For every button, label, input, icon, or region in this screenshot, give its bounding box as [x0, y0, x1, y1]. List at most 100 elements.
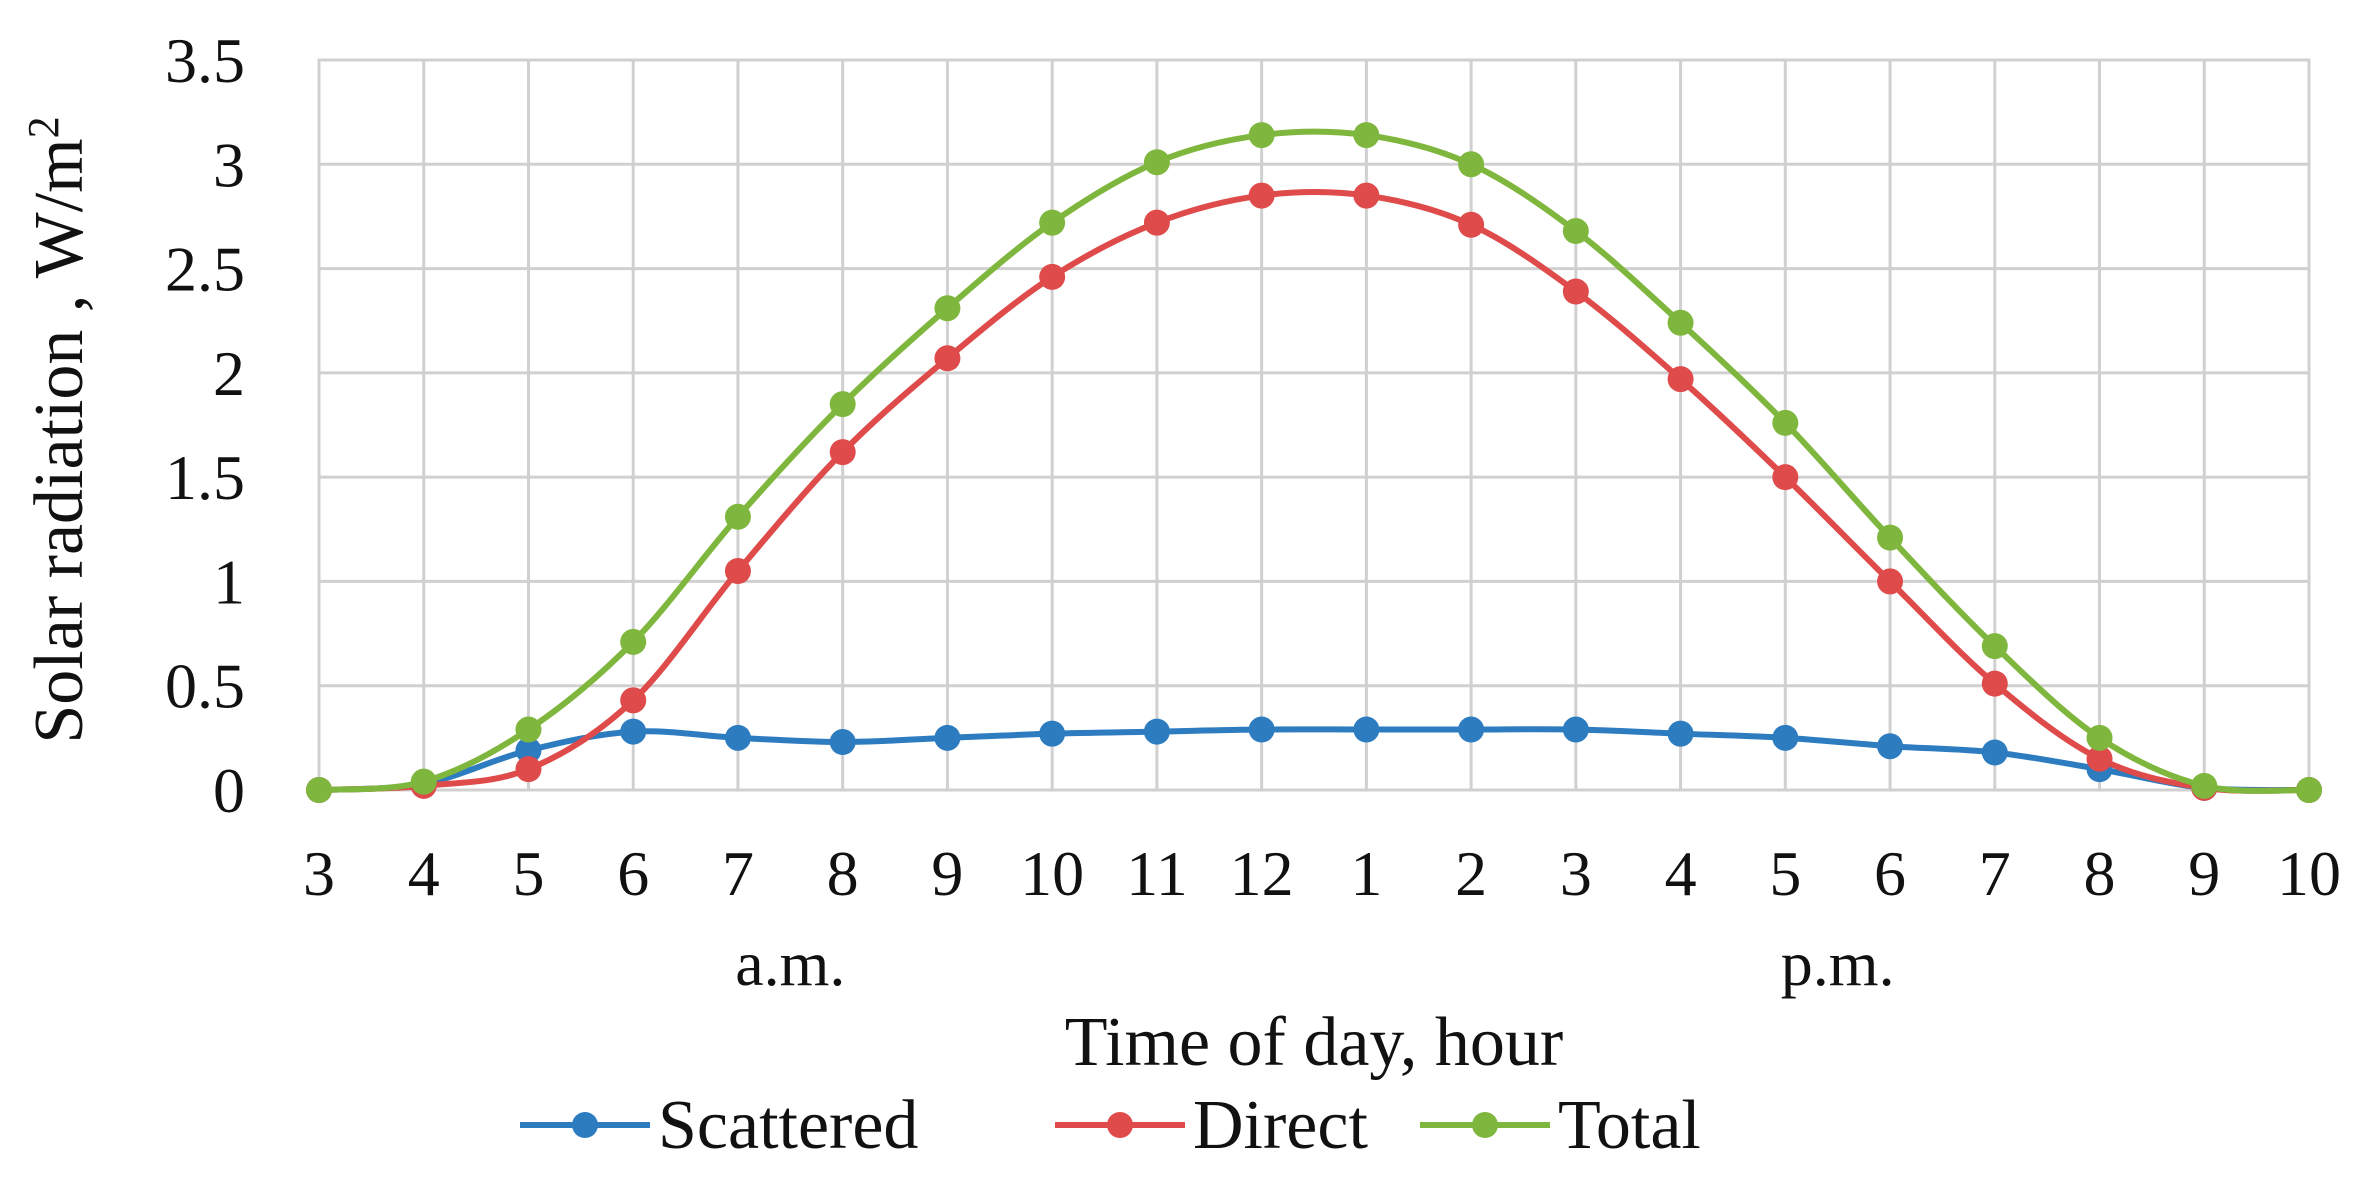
data-point-scattered: [1772, 724, 1799, 751]
period-label: a.m.: [735, 928, 845, 999]
x-tick-label: 10: [1020, 838, 1084, 909]
data-point-scattered: [1458, 716, 1485, 743]
data-point-total: [2191, 772, 2218, 799]
y-axis-title-text: Solar radiation , W/m: [21, 138, 98, 743]
y-tick-label: 2: [213, 338, 245, 409]
data-point-scattered: [1667, 720, 1694, 747]
data-point-direct: [1772, 464, 1799, 491]
x-tick-label: 8: [827, 838, 859, 909]
data-point-direct: [1667, 366, 1694, 393]
data-point-total: [1143, 149, 1170, 176]
series-layer: [306, 122, 2322, 803]
axis-layer: 00.511.522.533.53 4 5 6 7 8 9 10 11 12 1 2 3 4 5 6 7 8 9 10…: [19, 25, 2342, 1081]
data-point-total: [1772, 409, 1799, 436]
data-point-scattered: [515, 737, 542, 764]
legend-marker-direct: [1107, 1112, 1133, 1138]
data-point-scattered: [724, 724, 751, 751]
x-axis-title: Time of day, hour: [1065, 1004, 1563, 1081]
x-tick-label: 9: [2188, 838, 2220, 909]
legend-item-direct: Direct: [1055, 1087, 1368, 1164]
data-point-scattered: [1248, 716, 1275, 743]
legend-label-direct: Direct: [1193, 1087, 1368, 1164]
plot-border: [317, 58, 2311, 792]
x-tick-label: 7: [1979, 838, 2011, 909]
data-point-direct: [1458, 211, 1485, 238]
data-point-direct: [934, 345, 961, 372]
data-point-total: [515, 716, 542, 743]
x-tick-label: 5: [1769, 838, 1801, 909]
series-line-scattered: [318, 726, 2310, 794]
data-point-scattered: [1562, 716, 1589, 743]
data-point-total: [1562, 218, 1589, 245]
x-tick-label: 7: [722, 838, 754, 909]
x-tick-label: 6: [617, 838, 649, 909]
x-tick-label: 10: [2277, 838, 2341, 909]
series-direct: [306, 182, 2322, 803]
legend-label-scattered: Scattered: [658, 1087, 918, 1164]
data-point-direct: [1039, 263, 1066, 290]
data-point-scattered: [934, 724, 961, 751]
data-point-direct: [724, 558, 751, 584]
data-point-total: [1248, 122, 1275, 149]
legend-item-total: Total: [1420, 1087, 1701, 1164]
data-point-total: [1039, 209, 1066, 236]
data-point-direct: [620, 687, 647, 714]
series-line-total: [318, 128, 2310, 794]
x-tick-label: 11: [1126, 838, 1188, 909]
y-axis-title: Solar radiation , W/m2: [19, 116, 99, 743]
data-point-total: [1667, 309, 1694, 336]
x-tick-label: 6: [1874, 838, 1906, 909]
grid-layer: [317, 58, 2311, 792]
y-tick-label: 0.5: [165, 651, 245, 722]
data-point-scattered: [1353, 716, 1380, 743]
data-point-total: [2086, 724, 2113, 751]
data-point-scattered: [620, 718, 647, 745]
x-tick-label: 1: [1350, 838, 1382, 909]
data-point-direct: [1562, 278, 1589, 305]
data-point-total: [306, 777, 332, 803]
data-point-scattered: [1039, 720, 1066, 747]
y-tick-label: 2.5: [165, 234, 245, 305]
data-point-direct: [829, 439, 856, 466]
x-tick-label: 4: [1665, 838, 1697, 909]
x-tick-label: 4: [408, 838, 440, 909]
data-point-direct: [1877, 568, 1904, 595]
series-line-direct: [318, 189, 2310, 794]
data-point-direct: [1248, 182, 1275, 209]
data-point-direct: [1353, 182, 1380, 209]
data-point-direct: [1981, 670, 2008, 697]
x-tick-label: 3: [303, 838, 335, 909]
legend-marker-scattered: [572, 1112, 598, 1138]
data-point-total: [1877, 524, 1904, 551]
data-point-total: [2296, 777, 2322, 803]
data-point-direct: [515, 756, 542, 783]
period-label: p.m.: [1781, 928, 1895, 999]
data-point-total: [620, 628, 647, 655]
x-tick-label: 9: [931, 838, 963, 909]
series-total: [306, 122, 2322, 803]
data-point-direct: [1143, 209, 1170, 236]
x-tick-label: 8: [2084, 838, 2116, 909]
x-tick-label: 5: [512, 838, 544, 909]
x-tick-label: 3: [1560, 838, 1592, 909]
y-tick-label: 1: [213, 546, 245, 617]
data-point-scattered: [1877, 733, 1904, 760]
data-point-scattered: [829, 729, 856, 756]
data-point-total: [410, 768, 437, 795]
y-tick-label: 3.5: [165, 25, 245, 96]
legend: Scattered Direct Total: [520, 1087, 1701, 1164]
data-point-total: [724, 503, 751, 530]
y-tick-label: 0: [213, 755, 245, 826]
data-point-total: [1458, 151, 1485, 178]
x-tick-label: 2: [1455, 838, 1487, 909]
y-tick-label: 1.5: [165, 442, 245, 513]
y-tick-label: 3: [213, 129, 245, 200]
data-point-direct: [2086, 745, 2113, 772]
y-axis-title-superscript: 2: [19, 116, 68, 138]
data-point-scattered: [1981, 739, 2008, 766]
data-point-total: [934, 295, 961, 322]
data-point-scattered: [1143, 718, 1170, 745]
legend-label-total: Total: [1558, 1087, 1701, 1164]
